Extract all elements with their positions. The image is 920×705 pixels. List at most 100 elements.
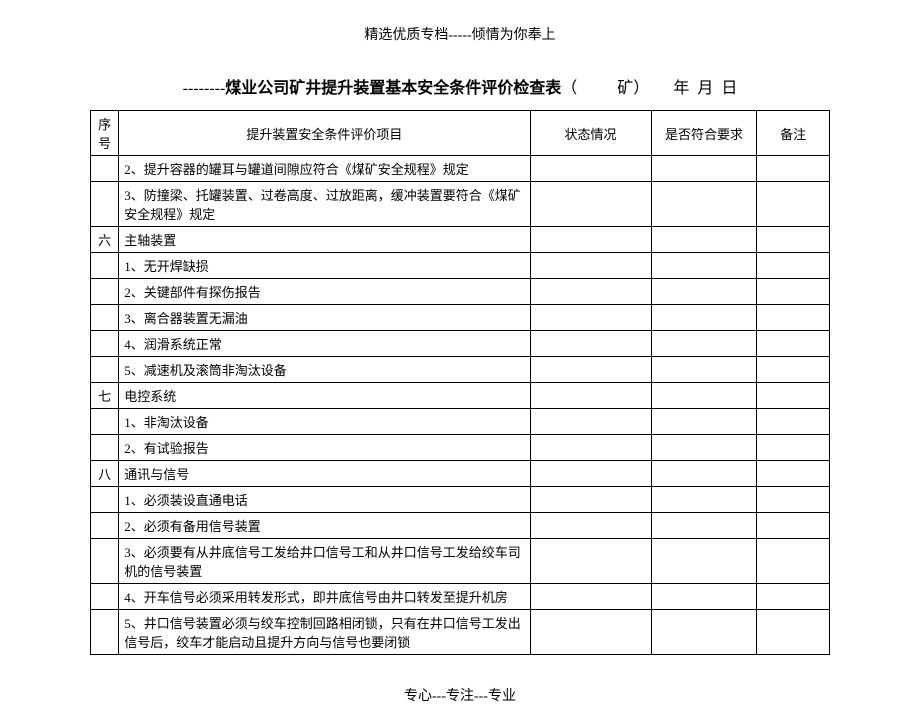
col-header-seq: 序号 xyxy=(91,111,119,156)
table-body: 2、提升容器的罐耳与罐道间隙应符合《煤矿安全规程》规定3、防撞梁、托罐装置、过卷… xyxy=(91,156,830,655)
cell-item: 主轴装置 xyxy=(119,227,530,253)
cell-note xyxy=(757,305,830,331)
table-row: 六主轴装置 xyxy=(91,227,830,253)
cell-item: 3、离合器装置无漏油 xyxy=(119,305,530,331)
cell-note xyxy=(757,227,830,253)
cell-item: 2、必须有备用信号装置 xyxy=(119,513,530,539)
cell-item: 5、减速机及滚筒非淘汰设备 xyxy=(119,357,530,383)
cell-status xyxy=(530,182,651,227)
cell-status xyxy=(530,331,651,357)
col-header-item: 提升装置安全条件评价项目 xyxy=(119,111,530,156)
cell-seq xyxy=(91,539,119,584)
table-row: 3、防撞梁、托罐装置、过卷高度、过放距离，缓冲装置要符合《煤矿安全规程》规定 xyxy=(91,182,830,227)
cell-compliant xyxy=(651,253,757,279)
page-header: 精选优质专档-----倾情为你奉上 xyxy=(90,24,830,44)
cell-status xyxy=(530,584,651,610)
cell-note xyxy=(757,383,830,409)
cell-note xyxy=(757,409,830,435)
cell-seq xyxy=(91,409,119,435)
table-row: 1、无开焊缺损 xyxy=(91,253,830,279)
cell-compliant xyxy=(651,227,757,253)
cell-status xyxy=(530,435,651,461)
cell-note xyxy=(757,279,830,305)
cell-compliant xyxy=(651,331,757,357)
cell-status xyxy=(530,279,651,305)
table-row: 七电控系统 xyxy=(91,383,830,409)
table-row: 1、非淘汰设备 xyxy=(91,409,830,435)
col-header-note: 备注 xyxy=(757,111,830,156)
table-header-row: 序号 提升装置安全条件评价项目 状态情况 是否符合要求 备注 xyxy=(91,111,830,156)
cell-compliant xyxy=(651,584,757,610)
cell-item: 电控系统 xyxy=(119,383,530,409)
cell-status xyxy=(530,227,651,253)
cell-note xyxy=(757,357,830,383)
cell-seq xyxy=(91,584,119,610)
cell-compliant xyxy=(651,435,757,461)
title-suffix2: 年 月 日 xyxy=(649,80,737,97)
cell-item: 2、提升容器的罐耳与罐道间隙应符合《煤矿安全规程》规定 xyxy=(119,156,530,182)
table-row: 5、井口信号装置必须与绞车控制回路相闭锁，只有在井口信号工发出信号后，绞车才能启… xyxy=(91,610,830,655)
cell-seq xyxy=(91,279,119,305)
table-row: 3、必须要有从井底信号工发给井口信号工和从井口信号工发给绞车司机的信号装置 xyxy=(91,539,830,584)
table-row: 4、润滑系统正常 xyxy=(91,331,830,357)
table-row: 3、离合器装置无漏油 xyxy=(91,305,830,331)
cell-status xyxy=(530,383,651,409)
cell-status xyxy=(530,487,651,513)
cell-compliant xyxy=(651,383,757,409)
cell-item: 1、无开焊缺损 xyxy=(119,253,530,279)
cell-seq xyxy=(91,357,119,383)
page-footer: 专心---专注---专业 xyxy=(90,685,830,705)
cell-seq: 八 xyxy=(91,461,119,487)
cell-item: 5、井口信号装置必须与绞车控制回路相闭锁，只有在井口信号工发出信号后，绞车才能启… xyxy=(119,610,530,655)
cell-compliant xyxy=(651,156,757,182)
cell-item: 1、非淘汰设备 xyxy=(119,409,530,435)
cell-note xyxy=(757,182,830,227)
cell-status xyxy=(530,357,651,383)
cell-status xyxy=(530,156,651,182)
cell-seq xyxy=(91,487,119,513)
cell-seq xyxy=(91,182,119,227)
cell-compliant xyxy=(651,461,757,487)
cell-note xyxy=(757,253,830,279)
document-title: --------煤业公司矿井提升装置基本安全条件评价检查表（ 矿） 年 月 日 xyxy=(90,74,830,98)
cell-seq: 七 xyxy=(91,383,119,409)
cell-compliant xyxy=(651,539,757,584)
cell-seq xyxy=(91,331,119,357)
cell-compliant xyxy=(651,279,757,305)
table-row: 2、关键部件有探伤报告 xyxy=(91,279,830,305)
cell-status xyxy=(530,461,651,487)
col-header-status: 状态情况 xyxy=(530,111,651,156)
cell-item: 3、防撞梁、托罐装置、过卷高度、过放距离，缓冲装置要符合《煤矿安全规程》规定 xyxy=(119,182,530,227)
cell-note xyxy=(757,156,830,182)
cell-compliant xyxy=(651,305,757,331)
cell-item: 2、有试验报告 xyxy=(119,435,530,461)
table-row: 4、开车信号必须采用转发形式，即井底信号由井口转发至提升机房 xyxy=(91,584,830,610)
cell-status xyxy=(530,539,651,584)
cell-seq: 六 xyxy=(91,227,119,253)
cell-note xyxy=(757,461,830,487)
title-suffix1: （ 矿） xyxy=(561,80,649,97)
cell-item: 1、必须装设直通电话 xyxy=(119,487,530,513)
cell-seq xyxy=(91,610,119,655)
cell-item: 4、润滑系统正常 xyxy=(119,331,530,357)
cell-status xyxy=(530,610,651,655)
cell-note xyxy=(757,331,830,357)
cell-note xyxy=(757,584,830,610)
cell-note xyxy=(757,435,830,461)
cell-note xyxy=(757,610,830,655)
title-main: 煤业公司矿井提升装置基本安全条件评价检查表 xyxy=(225,80,561,97)
title-prefix: -------- xyxy=(183,80,226,97)
cell-item: 2、关键部件有探伤报告 xyxy=(119,279,530,305)
cell-compliant xyxy=(651,513,757,539)
cell-compliant xyxy=(651,487,757,513)
table-row: 2、有试验报告 xyxy=(91,435,830,461)
cell-seq xyxy=(91,156,119,182)
table-row: 1、必须装设直通电话 xyxy=(91,487,830,513)
table-row: 5、减速机及滚筒非淘汰设备 xyxy=(91,357,830,383)
cell-seq xyxy=(91,435,119,461)
inspection-table: 序号 提升装置安全条件评价项目 状态情况 是否符合要求 备注 2、提升容器的罐耳… xyxy=(90,110,830,655)
cell-compliant xyxy=(651,182,757,227)
table-row: 八通讯与信号 xyxy=(91,461,830,487)
cell-item: 4、开车信号必须采用转发形式，即井底信号由井口转发至提升机房 xyxy=(119,584,530,610)
cell-item: 通讯与信号 xyxy=(119,461,530,487)
